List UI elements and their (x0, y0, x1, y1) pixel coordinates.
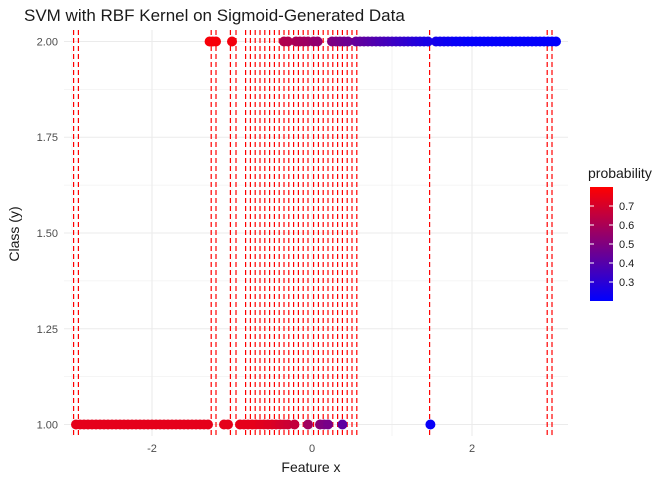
y-axis-ticks: 1.00 1.25 1.50 1.75 2.00 (37, 36, 58, 431)
y-axis-title: Class (y) (6, 206, 22, 261)
y-tick-label: 2.00 (37, 36, 58, 48)
x-tick-label: 2 (469, 443, 475, 455)
y-tick-label: 1.00 (37, 420, 58, 432)
x-tick-label: -2 (147, 443, 157, 455)
support-vector-lines (72, 30, 553, 436)
y-tick-label: 1.50 (37, 228, 58, 240)
class1-point (203, 419, 213, 430)
class2-point (343, 36, 353, 47)
x-axis-title: Feature x (281, 459, 340, 475)
y-tick-label: 1.75 (37, 132, 58, 144)
class2-point (423, 36, 433, 47)
class1-point (323, 419, 333, 430)
x-axis-ticks: -2 0 2 (147, 443, 475, 455)
chart-title: SVM with RBF Kernel on Sigmoid-Generated… (24, 6, 405, 25)
x-tick-label: 0 (309, 443, 315, 455)
legend-tick-label: 0.4 (619, 258, 634, 270)
legend-tick-label: 0.5 (619, 239, 634, 251)
probability-legend: probability 0.3 0.4 0.5 0.6 0.7 (588, 165, 652, 301)
class1-point (223, 419, 233, 430)
y-tick-label: 1.25 (37, 324, 58, 336)
legend-tick-label: 0.7 (619, 201, 634, 213)
class2-point (227, 36, 237, 47)
class2-point (211, 36, 221, 47)
data-points (71, 36, 561, 430)
class2-point (551, 36, 561, 47)
legend-tick-label: 0.3 (619, 277, 634, 289)
legend-tick-label: 0.6 (619, 220, 634, 232)
class2-point (312, 36, 323, 47)
class1-point (303, 419, 313, 430)
legend-title: probability (588, 165, 652, 181)
class1-point (425, 419, 436, 430)
class1-point (337, 419, 348, 430)
legend-ticks: 0.3 0.4 0.5 0.6 0.7 (590, 201, 634, 289)
class1-point (289, 419, 300, 430)
grid-lines (64, 30, 568, 436)
class2-point (283, 36, 293, 47)
legend-color-bar (590, 187, 613, 301)
